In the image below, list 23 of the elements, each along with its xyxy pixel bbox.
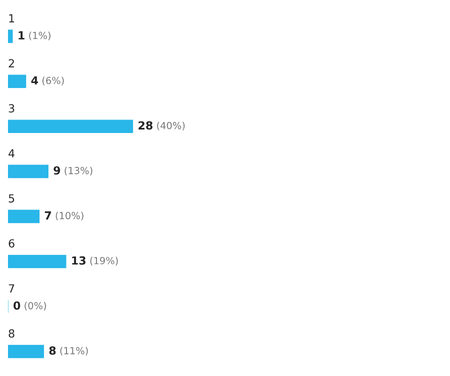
data-label: 28 (40%): [138, 121, 185, 130]
data-label: 1 (1%): [18, 31, 50, 40]
y-tick-label: 3: [8, 104, 14, 113]
y-tick-label: 7: [8, 284, 14, 292]
bar: [8, 164, 48, 178]
y-tick-label: 6: [8, 239, 14, 248]
bar: [8, 30, 13, 43]
y-tick-label: 2: [8, 59, 14, 68]
bar: [8, 74, 26, 88]
data-label: 8 (11%): [49, 346, 88, 356]
bar: [8, 120, 134, 134]
data-label: 4 (6%): [31, 76, 64, 86]
data-label: 7 (10%): [44, 211, 84, 220]
y-tick-label: 1: [9, 14, 14, 22]
bar: [8, 210, 40, 224]
data-label: 13 (19%): [72, 256, 118, 266]
y-tick-label: 5: [8, 194, 14, 203]
bar: [8, 254, 66, 268]
data-label: 9 (13%): [54, 166, 92, 176]
y-tick-label: 8: [8, 329, 14, 338]
data-label: 0 (0%): [14, 301, 46, 310]
y-tick-label: 4: [8, 149, 14, 158]
bar: [8, 344, 44, 358]
